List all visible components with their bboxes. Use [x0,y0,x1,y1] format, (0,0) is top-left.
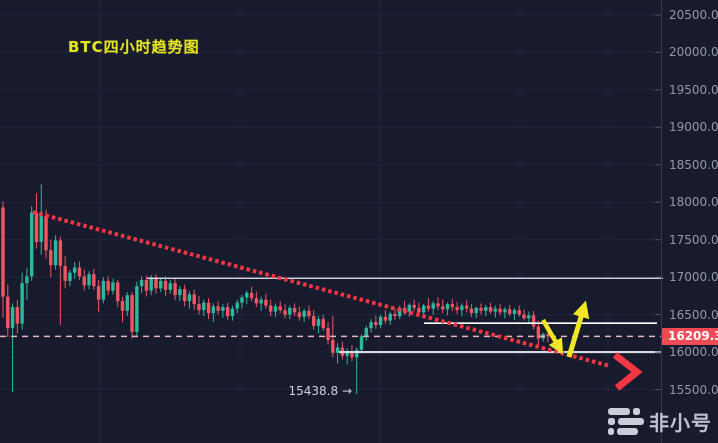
bounce-arrow[interactable] [566,300,590,358]
watermark-brand-text: 非小号 [649,411,712,435]
downtrend-arrowhead [612,352,643,391]
price-axis-label: 18500.0 [669,157,718,172]
price-axis-label: 18000.0 [669,195,718,210]
price-axis[interactable]: 20500.0 20000.0 19500.0 19000.0 18500.0 18000… [661,0,718,443]
forecast-arrows-layer[interactable] [541,300,590,358]
trendline-layer[interactable] [32,210,643,391]
axis-ticks-layer [655,14,661,391]
price-axis-label: 19500.0 [669,82,718,97]
feixiaohao-watermark: 非小号 [608,407,712,436]
price-axis-label: 16500.0 [669,307,718,322]
grid-layer [0,0,661,443]
low-price-annotation: 15438.8 → [288,384,353,398]
downtrend-line[interactable] [32,210,611,368]
price-axis-label: 16000.0 [669,345,718,360]
price-axis-label: 20500.0 [669,7,718,22]
chart-title: BTC四小时趋势图 [68,38,200,56]
price-axis-label: 19000.0 [669,120,718,135]
price-axis-label: 20000.0 [669,45,718,60]
current-price-badge: 16209.3 [662,327,718,345]
price-axis-label: 15500.0 [669,382,718,397]
feixiaohao-logo-icon [608,408,644,435]
pullback-arrow[interactable] [541,318,564,355]
price-axis-label: 17000.0 [669,270,718,285]
price-axis-label: 17500.0 [669,232,718,247]
candles-layer [1,184,550,395]
